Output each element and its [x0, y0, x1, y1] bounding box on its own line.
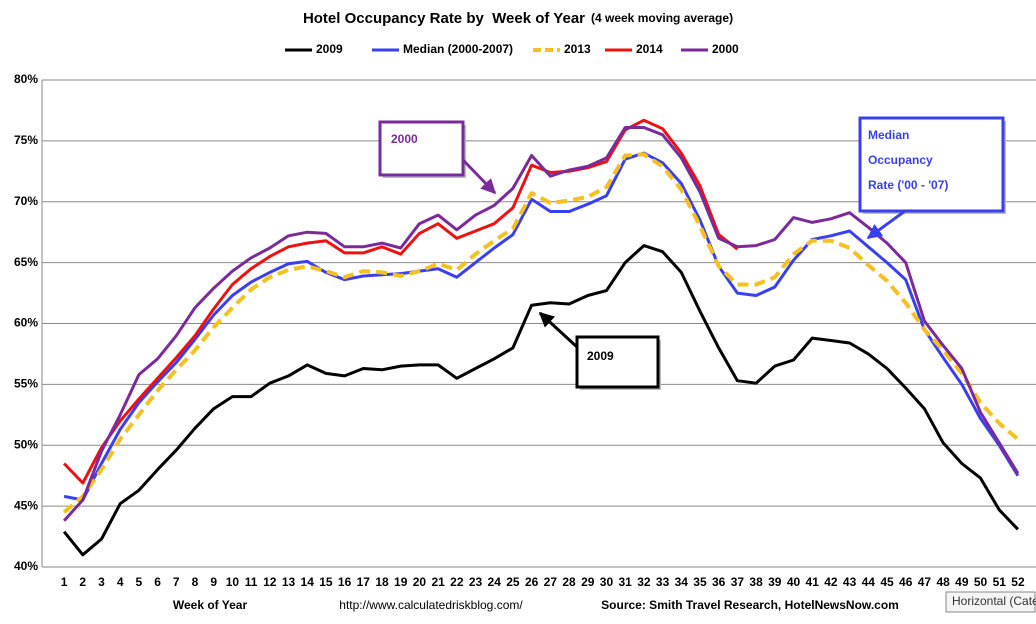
- x-tick-label: 2: [79, 575, 86, 589]
- x-tick-label: 32: [637, 575, 651, 589]
- y-tick-label: 70%: [14, 194, 38, 208]
- annotation-arrow: [866, 209, 906, 240]
- x-tick-label: 3: [98, 575, 105, 589]
- x-tick-label: 23: [469, 575, 483, 589]
- series-line: [63, 151, 1020, 502]
- x-tick-label: 20: [413, 575, 427, 589]
- x-tick-label: 42: [824, 575, 838, 589]
- series-line: [62, 152, 1020, 514]
- y-tick-label: 65%: [14, 255, 38, 269]
- x-tick-label: 9: [210, 575, 217, 589]
- x-tick-label: 30: [600, 575, 614, 589]
- y-tick-label: 80%: [14, 72, 38, 86]
- series-line: [62, 244, 1019, 557]
- y-tick-label: 40%: [14, 559, 38, 573]
- x-tick-label: 39: [768, 575, 782, 589]
- tooltip: Horizontal (Cate: [952, 594, 1036, 608]
- x-tick-label: 14: [301, 575, 315, 589]
- tooltip-box: [945, 591, 1036, 613]
- x-tick-label: 49: [955, 575, 969, 589]
- x-tick-label: 10: [226, 575, 240, 589]
- x-tick-label: 48: [936, 575, 950, 589]
- x-tick-label: 5: [136, 575, 143, 589]
- legend-label: 2009: [316, 42, 343, 56]
- x-tick-label: 34: [675, 575, 689, 589]
- x-tick-label: 11: [245, 575, 258, 589]
- y-tick-label: 75%: [14, 133, 38, 147]
- legend-label: 2013: [564, 42, 591, 56]
- annotation-box: [378, 120, 465, 177]
- annotation-text: 2000: [391, 132, 418, 146]
- y-tick-label: 50%: [14, 437, 38, 451]
- x-tick-label: 15: [319, 575, 333, 589]
- x-tick-label: 12: [263, 575, 277, 589]
- y-tick-label: 45%: [14, 498, 38, 512]
- annotation-text: 2009: [587, 349, 614, 363]
- x-tick-label: 46: [899, 575, 913, 589]
- x-tick-label: 31: [618, 575, 632, 589]
- x-tick-label: 6: [154, 575, 161, 589]
- x-tick-label: 51: [993, 575, 1007, 589]
- x-axis-title: Week of Year: [173, 598, 248, 612]
- annotation-box: [858, 116, 1005, 213]
- annotation-text: Rate ('00 - '07): [868, 178, 948, 192]
- annotation-box: [575, 335, 660, 389]
- x-tick-label: 36: [712, 575, 726, 589]
- x-tick-label: 17: [357, 575, 371, 589]
- series-line: [62, 126, 1020, 522]
- x-tick-label: 52: [1011, 575, 1025, 589]
- chart-subtitle: (4 week moving average): [591, 11, 733, 25]
- chart-title: Hotel Occupancy Rate by Week of Year: [303, 10, 585, 27]
- annotation-arrow: [461, 158, 497, 195]
- x-tick-label: 35: [693, 575, 707, 589]
- x-tick-label: 28: [562, 575, 576, 589]
- x-tick-label: 26: [525, 575, 539, 589]
- x-tick-label: 19: [394, 575, 408, 589]
- x-tick-label: 21: [431, 575, 445, 589]
- x-tick-label: 47: [918, 575, 932, 589]
- x-tick-label: 27: [544, 575, 558, 589]
- source: Source: Smith Travel Research, HotelNews…: [601, 598, 899, 612]
- legend-label: 2000: [712, 42, 739, 56]
- x-tick-label: 41: [806, 575, 820, 589]
- x-tick-label: 37: [731, 575, 745, 589]
- x-tick-label: 7: [173, 575, 180, 589]
- legend-label: Median (2000-2007): [403, 42, 513, 56]
- x-tick-label: 24: [488, 575, 502, 589]
- x-tick-label: 4: [117, 575, 124, 589]
- x-tick-label: 22: [450, 575, 464, 589]
- x-tick-label: 1: [61, 575, 68, 589]
- annotation-text: Occupancy: [868, 153, 933, 167]
- x-tick-label: 43: [843, 575, 857, 589]
- x-tick-label: 13: [282, 575, 296, 589]
- annotation-text: Median: [868, 128, 909, 142]
- x-tick-label: 16: [338, 575, 352, 589]
- x-tick-label: 18: [375, 575, 389, 589]
- x-tick-label: 50: [974, 575, 988, 589]
- chart-title-group: Hotel Occupancy Rate by Week of Year (4 w…: [303, 10, 733, 27]
- annotation-arrow: [538, 311, 579, 349]
- legend-label: 2014: [636, 42, 663, 56]
- x-tick-label: 8: [192, 575, 199, 589]
- x-tick-label: 29: [581, 575, 595, 589]
- x-tick-label: 45: [880, 575, 894, 589]
- x-tick-label: 25: [506, 575, 520, 589]
- y-tick-label: 60%: [14, 316, 38, 330]
- x-tick-label: 40: [787, 575, 801, 589]
- x-tick-label: 33: [656, 575, 670, 589]
- x-tick-label: 44: [862, 575, 876, 589]
- url: http://www.calculatedriskblog.com/: [339, 598, 523, 612]
- y-tick-label: 55%: [14, 377, 38, 391]
- x-tick-label: 38: [749, 575, 763, 589]
